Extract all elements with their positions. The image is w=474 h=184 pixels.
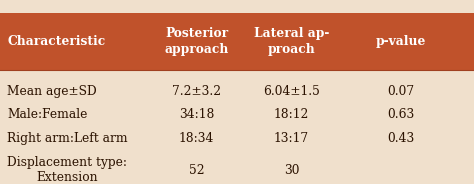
Text: 0.43: 0.43 xyxy=(387,132,414,145)
Text: Posterior
approach: Posterior approach xyxy=(164,27,229,56)
Text: Male:Female: Male:Female xyxy=(7,109,88,121)
Text: Characteristic: Characteristic xyxy=(7,35,105,48)
Text: 30: 30 xyxy=(284,164,299,177)
Text: Mean age±SD: Mean age±SD xyxy=(7,85,97,98)
Text: 18:34: 18:34 xyxy=(179,132,214,145)
Text: 18:12: 18:12 xyxy=(274,109,309,121)
Text: Right arm:Left arm: Right arm:Left arm xyxy=(7,132,128,145)
Text: 13:17: 13:17 xyxy=(274,132,309,145)
Text: 52: 52 xyxy=(189,164,204,177)
Text: 0.63: 0.63 xyxy=(387,109,414,121)
Text: 7.2±3.2: 7.2±3.2 xyxy=(172,85,221,98)
Bar xyxy=(0,13,474,70)
Text: p-value: p-value xyxy=(375,35,426,48)
Text: Lateral ap-
proach: Lateral ap- proach xyxy=(254,27,329,56)
Text: 0.07: 0.07 xyxy=(387,85,414,98)
Text: 6.04±1.5: 6.04±1.5 xyxy=(263,85,320,98)
Text: Displacement type:
Extension: Displacement type: Extension xyxy=(7,156,127,184)
Text: 34:18: 34:18 xyxy=(179,109,214,121)
